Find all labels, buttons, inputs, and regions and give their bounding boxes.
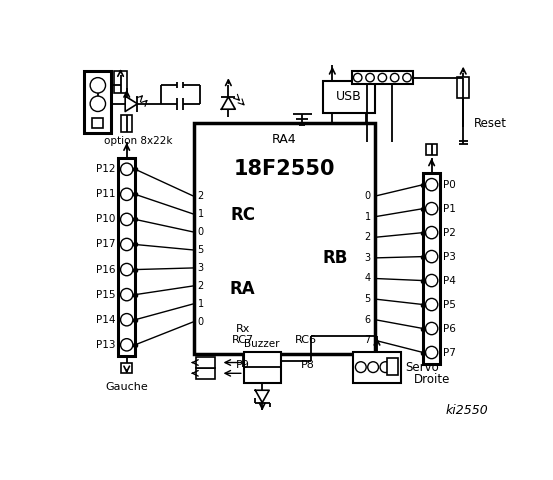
Text: 2: 2 (197, 191, 204, 201)
Circle shape (121, 313, 133, 326)
Text: P17: P17 (96, 240, 115, 250)
Bar (121, 115, 132, 132)
Text: RB: RB (322, 249, 347, 267)
Circle shape (425, 275, 438, 287)
Bar (196, 368, 215, 379)
Text: Droite: Droite (414, 373, 450, 386)
Text: RC7: RC7 (232, 335, 254, 345)
Text: P10: P10 (96, 215, 115, 225)
Text: 5: 5 (364, 294, 371, 304)
Text: P5: P5 (443, 300, 456, 310)
Text: P1: P1 (443, 204, 456, 214)
Text: 2: 2 (197, 281, 204, 291)
Bar (121, 362, 132, 373)
Text: P7: P7 (443, 348, 456, 358)
Bar (196, 357, 215, 368)
Text: ki2550: ki2550 (446, 404, 489, 417)
Text: Rx: Rx (236, 324, 250, 335)
Text: RC6: RC6 (295, 335, 317, 345)
Text: Servo: Servo (405, 360, 439, 373)
Bar (323, 81, 375, 113)
Text: P4: P4 (443, 276, 456, 286)
Text: Buzzer: Buzzer (244, 339, 280, 348)
Text: P12: P12 (96, 164, 115, 174)
Text: Gauche: Gauche (105, 382, 148, 392)
Text: Reset: Reset (474, 117, 507, 130)
Circle shape (378, 73, 387, 82)
Text: 4: 4 (364, 274, 371, 284)
Text: 2: 2 (364, 232, 371, 242)
Text: P2: P2 (443, 228, 456, 238)
Circle shape (425, 347, 438, 359)
Circle shape (403, 73, 411, 82)
Bar (118, 158, 135, 356)
Bar (423, 173, 440, 364)
Circle shape (121, 264, 133, 276)
Circle shape (425, 299, 438, 311)
Bar (85, 72, 111, 133)
Circle shape (121, 339, 133, 351)
Text: RA: RA (229, 279, 255, 298)
Text: P14: P14 (96, 315, 115, 325)
Text: 1: 1 (364, 212, 371, 222)
Text: 5: 5 (197, 245, 204, 255)
Circle shape (368, 362, 378, 372)
Text: option 8x22k: option 8x22k (104, 136, 173, 146)
Bar (194, 123, 375, 354)
Circle shape (425, 203, 438, 215)
Circle shape (121, 288, 133, 301)
Circle shape (90, 96, 106, 111)
Bar (92, 118, 103, 129)
Text: P8: P8 (300, 360, 315, 370)
Text: P16: P16 (96, 264, 115, 275)
Circle shape (353, 73, 362, 82)
Text: P0: P0 (443, 180, 456, 190)
Text: 0: 0 (197, 317, 204, 327)
Circle shape (425, 323, 438, 335)
Text: 1: 1 (197, 299, 204, 309)
Circle shape (356, 362, 366, 372)
Circle shape (390, 73, 399, 82)
Bar (426, 144, 437, 155)
Text: 6: 6 (364, 314, 371, 324)
Circle shape (121, 188, 133, 201)
Text: P13: P13 (96, 340, 115, 350)
Text: RA4: RA4 (272, 133, 296, 146)
Bar (244, 352, 281, 383)
Text: 1: 1 (197, 209, 204, 219)
Circle shape (425, 227, 438, 239)
Text: USB: USB (336, 90, 362, 103)
Text: P3: P3 (443, 252, 456, 262)
Bar (387, 358, 398, 375)
Text: 18F2550: 18F2550 (233, 159, 335, 179)
Circle shape (121, 239, 133, 251)
Circle shape (121, 213, 133, 226)
Text: RC: RC (230, 206, 255, 225)
Text: P6: P6 (443, 324, 456, 334)
Circle shape (380, 362, 391, 372)
Bar (457, 77, 469, 98)
Circle shape (425, 251, 438, 263)
Text: P9: P9 (236, 360, 249, 370)
Bar (352, 72, 413, 84)
Text: 0: 0 (364, 191, 371, 201)
Bar (114, 72, 127, 93)
Text: P11: P11 (96, 189, 115, 199)
Circle shape (121, 163, 133, 175)
Text: P15: P15 (96, 289, 115, 300)
Circle shape (90, 78, 106, 93)
Text: 0: 0 (197, 227, 204, 237)
Circle shape (425, 179, 438, 191)
Text: 3: 3 (364, 253, 371, 263)
Circle shape (366, 73, 374, 82)
Bar (353, 352, 401, 383)
Text: 7: 7 (364, 335, 371, 345)
Text: 3: 3 (197, 263, 204, 273)
